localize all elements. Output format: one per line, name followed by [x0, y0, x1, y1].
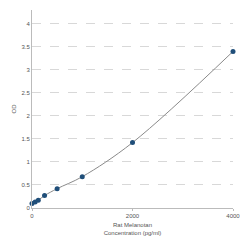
svg-text:1: 1 — [26, 159, 30, 165]
svg-text:3: 3 — [26, 67, 30, 73]
svg-text:0: 0 — [30, 213, 34, 219]
svg-text:0.5: 0.5 — [21, 182, 30, 188]
svg-text:OD: OD — [11, 104, 17, 114]
svg-text:2000: 2000 — [126, 213, 140, 219]
svg-text:2: 2 — [26, 113, 30, 119]
svg-text:3.5: 3.5 — [21, 44, 30, 50]
svg-text:0: 0 — [26, 205, 30, 211]
svg-text:4: 4 — [26, 21, 30, 27]
svg-text:4000: 4000 — [226, 213, 240, 219]
svg-text:2.5: 2.5 — [21, 90, 30, 96]
svg-text:Rat MelanotanConcentration (pg: Rat MelanotanConcentration (pg/ml) — [104, 222, 162, 236]
svg-text:1.5: 1.5 — [21, 136, 30, 142]
